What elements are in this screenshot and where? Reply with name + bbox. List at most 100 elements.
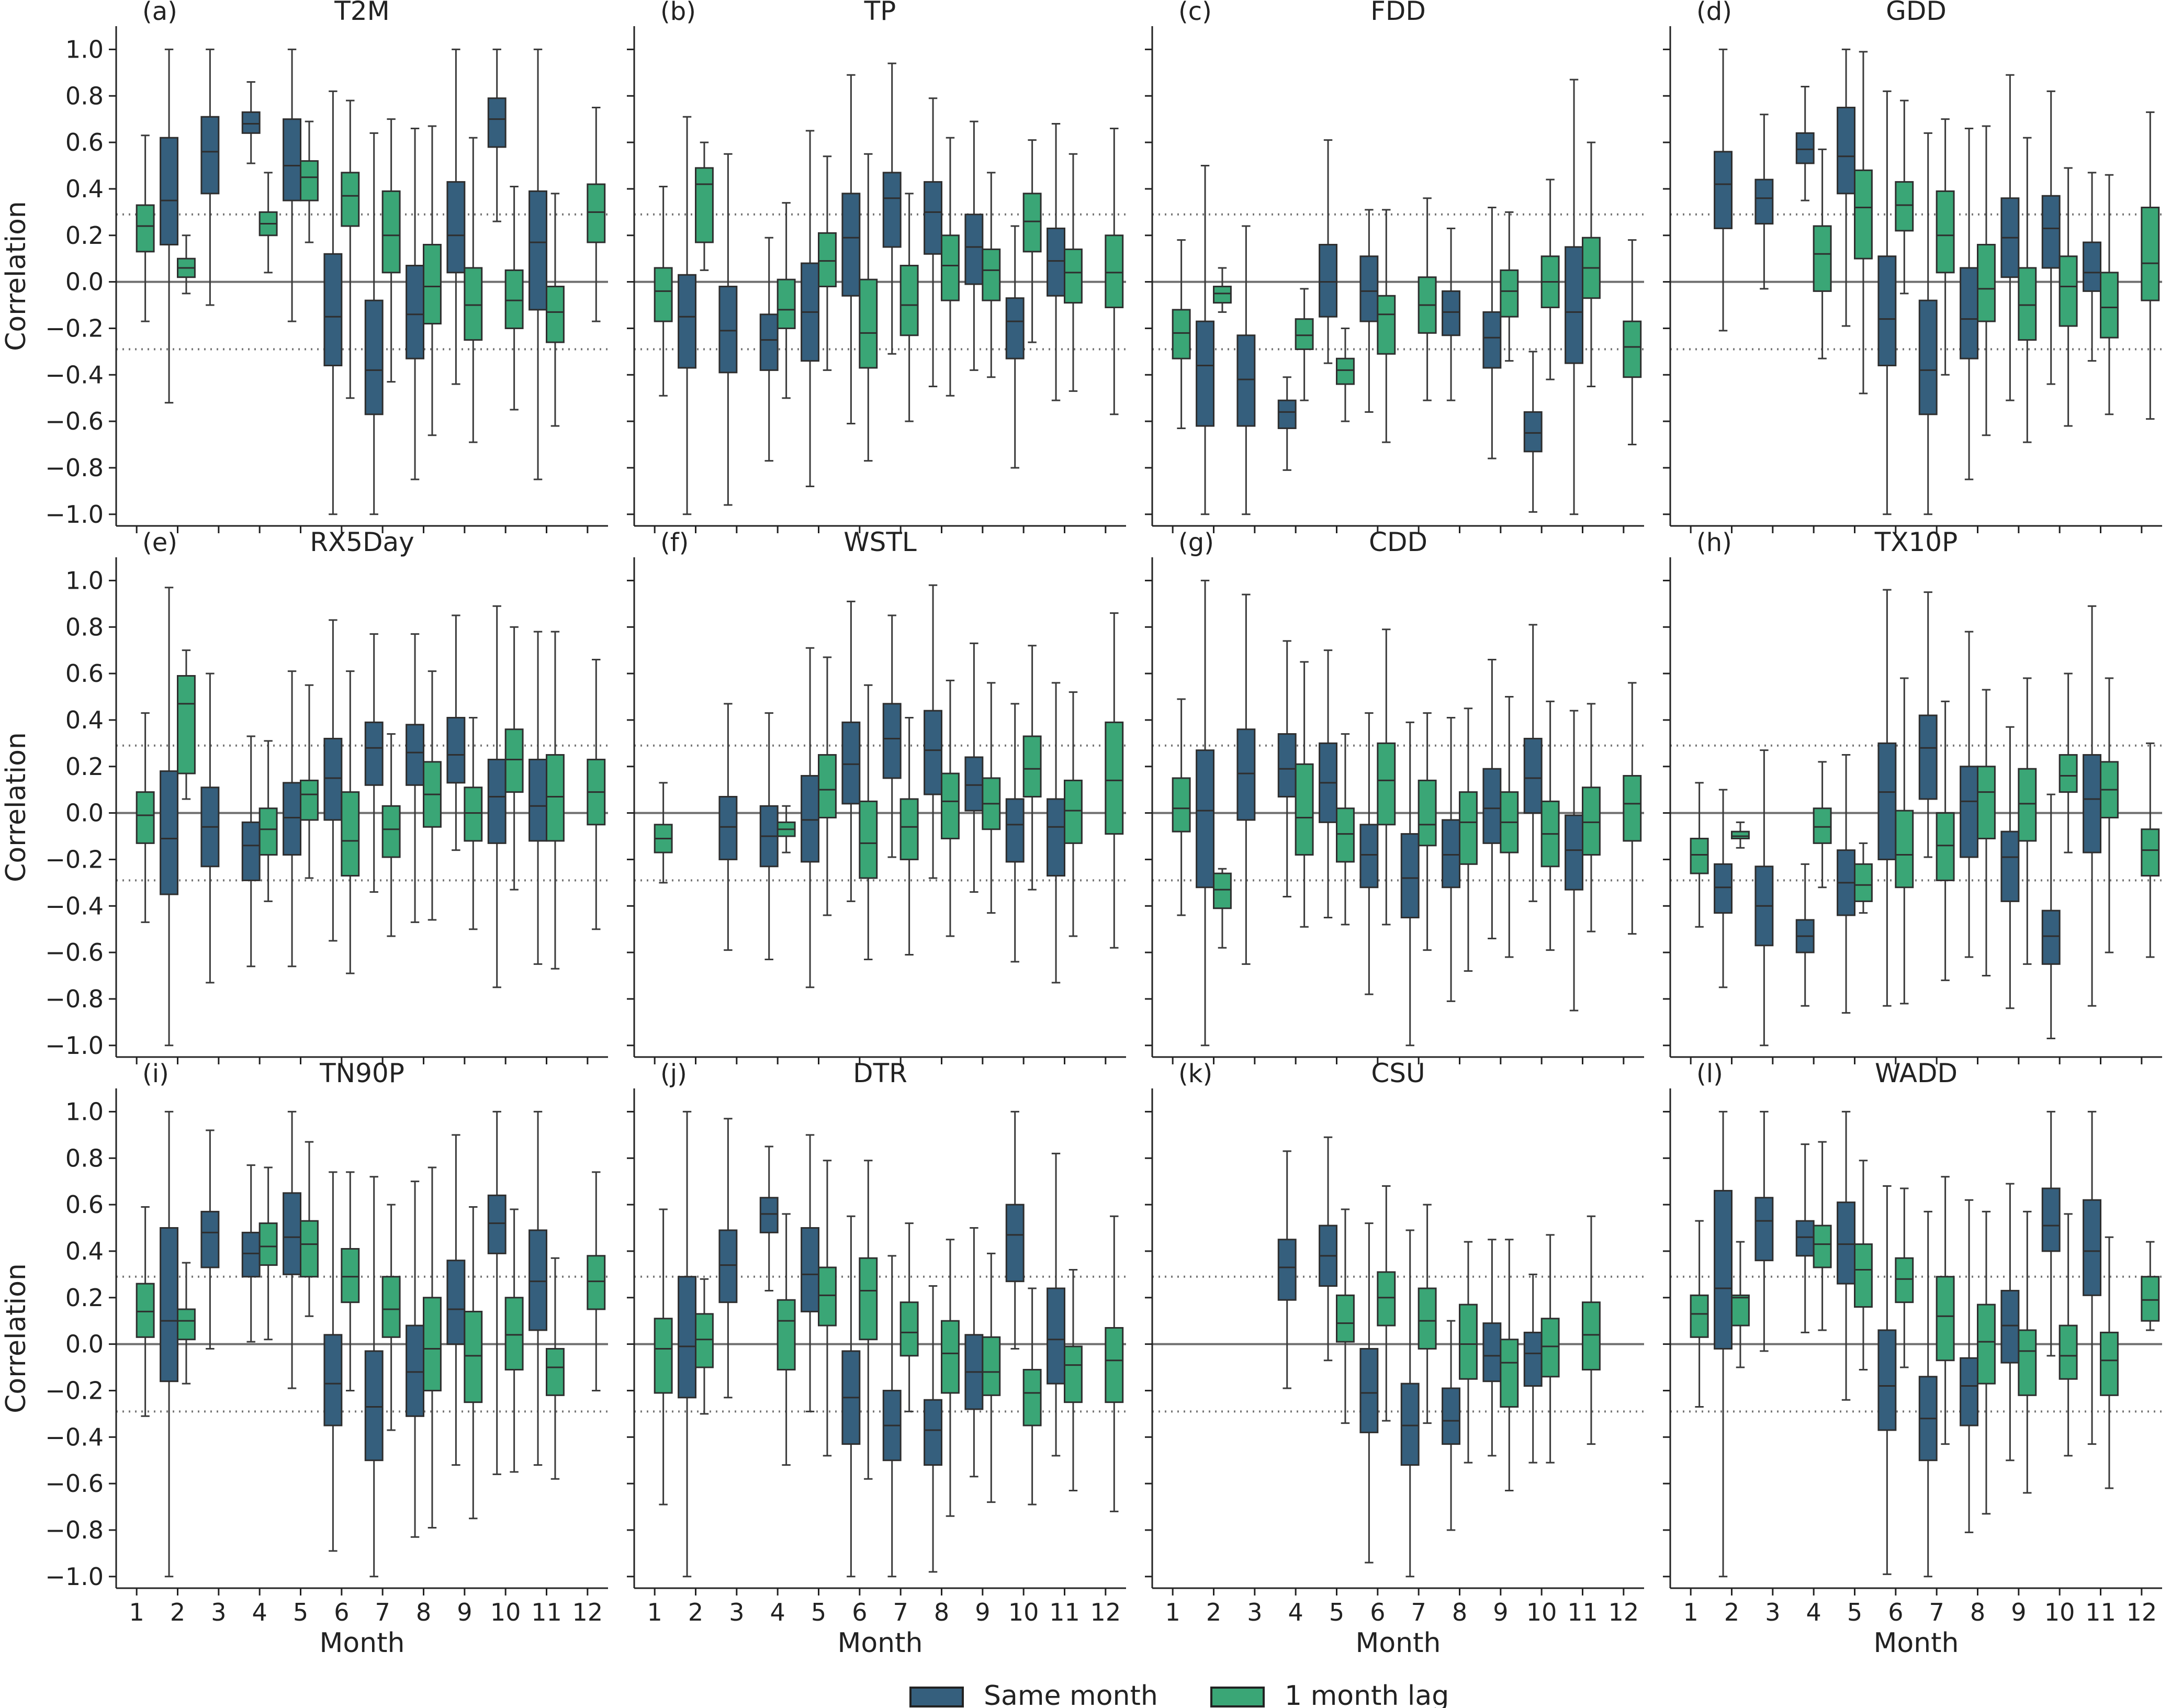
x-tick-label: 10 <box>1008 1598 1039 1626</box>
box-iqr <box>1918 299 1938 415</box>
x-tick-label: 2 <box>170 1598 185 1626</box>
panel-title: TP <box>864 0 896 26</box>
x-tick-label: 4 <box>1288 1598 1303 1626</box>
box-1-month-lag-month-8 <box>423 1166 442 1529</box>
panel-letter: (f) <box>660 528 689 557</box>
box-iqr <box>841 721 861 805</box>
y-tick-label: 0.6 <box>65 1190 104 1219</box>
box-same-month-month-3 <box>1754 114 1774 290</box>
box-same-month-month-11 <box>2083 1110 2102 1445</box>
box-1-month-lag-month-7 <box>1418 1204 1437 1424</box>
box-1-month-lag-month-10 <box>504 185 524 411</box>
y-tick-label: −0.6 <box>45 407 104 435</box>
box-1-month-lag-month-9 <box>1500 696 1519 958</box>
x-tick-label: 3 <box>1765 1598 1780 1626</box>
box-1-month-lag-month-2 <box>177 234 196 295</box>
box-same-month-month-3 <box>1236 593 1256 965</box>
y-tick-label: −1.0 <box>45 1031 104 1060</box>
box-iqr <box>1005 798 1025 863</box>
box-1-month-lag-month-12 <box>587 1171 606 1391</box>
box-same-month-month-4 <box>759 712 779 960</box>
box-iqr <box>924 181 942 255</box>
box-1-month-lag-month-5 <box>818 656 837 916</box>
box-1-month-lag-month-1 <box>654 1208 673 1505</box>
box-same-month-month-4 <box>1277 640 1297 898</box>
y-tick-label: 0.6 <box>65 128 104 156</box>
panel-title: CDD <box>1369 527 1427 557</box>
x-tick-label: 3 <box>211 1598 226 1626</box>
box-iqr <box>1565 246 1584 364</box>
panel-title: CSU <box>1371 1058 1425 1088</box>
panel-letter: (b) <box>660 0 696 26</box>
box-iqr <box>446 1260 466 1345</box>
box-1-month-lag-month-4 <box>1813 761 1832 889</box>
box-iqr <box>364 299 384 415</box>
panel-tx10p: TX10P (h) <box>1663 527 2162 1064</box>
box-iqr <box>406 724 424 786</box>
box-1-month-lag-month-2 <box>695 1278 714 1415</box>
legend: Same month 1 month lag <box>909 1680 1449 1708</box>
box-1-month-lag-month-10 <box>1022 645 1042 891</box>
box-iqr <box>587 183 606 243</box>
box-iqr <box>924 710 942 795</box>
box-iqr <box>2058 754 2078 793</box>
panel-tp: TP (b) <box>627 0 1126 533</box>
box-iqr <box>1359 824 1379 889</box>
box-1-month-lag-month-6 <box>1895 677 1914 1005</box>
box-1-month-lag-month-10 <box>2058 167 2078 427</box>
box-1-month-lag-month-7 <box>381 118 401 383</box>
box-iqr <box>1295 763 1314 856</box>
box-1-month-lag-month-1 <box>1172 698 1191 916</box>
box-iqr <box>341 172 360 227</box>
box-same-month-month-3 <box>718 1118 738 1399</box>
box-same-month-month-7 <box>1918 1210 1938 1578</box>
y-tick-label: −0.2 <box>45 314 104 342</box>
box-1-month-lag-month-1 <box>1690 1220 1709 1408</box>
box-same-month-month-11 <box>1565 78 1584 515</box>
box-same-month-month-5 <box>1319 649 1338 918</box>
box-same-month-month-8 <box>924 584 942 879</box>
box-iqr <box>695 167 714 243</box>
box-iqr <box>1482 1322 1502 1383</box>
box-same-month-month-6 <box>1359 712 1379 995</box>
y-tick-label: −1.0 <box>45 500 104 529</box>
y-tick-label: 0.2 <box>65 221 104 250</box>
box-same-month-month-7 <box>1918 591 1938 858</box>
box-1-month-lag-month-8 <box>423 670 442 921</box>
box-1-month-lag-month-9 <box>982 682 1001 914</box>
box-1-month-lag-month-7 <box>1936 700 1955 981</box>
box-iqr <box>1442 290 1461 336</box>
box-iqr <box>323 737 343 821</box>
panel-letter: (j) <box>660 1059 687 1088</box>
box-iqr <box>1022 1368 1042 1426</box>
box-iqr <box>1960 1357 1979 1426</box>
y-tick-label: −0.2 <box>45 845 104 873</box>
box-same-month-month-7 <box>364 132 384 515</box>
y-tick-label: 0.0 <box>65 799 104 827</box>
box-same-month-month-10 <box>1523 1273 1543 1464</box>
box-iqr <box>487 758 507 844</box>
box-1-month-lag-month-12 <box>1105 612 1124 949</box>
box-1-month-lag-month-7 <box>1418 712 1437 951</box>
box-1-month-lag-month-2 <box>177 649 196 800</box>
box-iqr <box>1359 255 1379 322</box>
box-iqr <box>546 285 565 343</box>
box-iqr <box>1105 1327 1124 1403</box>
box-same-month-month-4 <box>241 735 261 968</box>
box-iqr <box>859 1257 878 1341</box>
box-iqr <box>1213 872 1232 909</box>
panel-title: GDD <box>1886 0 1947 26</box>
box-iqr <box>759 1197 779 1233</box>
box-1-month-lag-month-5 <box>818 1160 837 1457</box>
box-iqr <box>528 1229 547 1331</box>
box-same-month-month-8 <box>924 97 942 387</box>
box-iqr <box>1236 334 1256 427</box>
box-1-month-lag-month-4 <box>1813 1141 1832 1331</box>
box-1-month-lag-month-4 <box>258 1166 278 1341</box>
box-iqr <box>818 232 837 287</box>
box-iqr <box>718 796 738 860</box>
panel-tn90p: 1.0 0.8 0.6 0.4 0.2 0.0 −0.2 −0.4 −0.6 −0.8 −1.0 1 2… <box>1 1058 608 1659</box>
box-1-month-lag-month-9 <box>464 1206 483 1520</box>
box-same-month-month-10 <box>1005 703 1025 963</box>
